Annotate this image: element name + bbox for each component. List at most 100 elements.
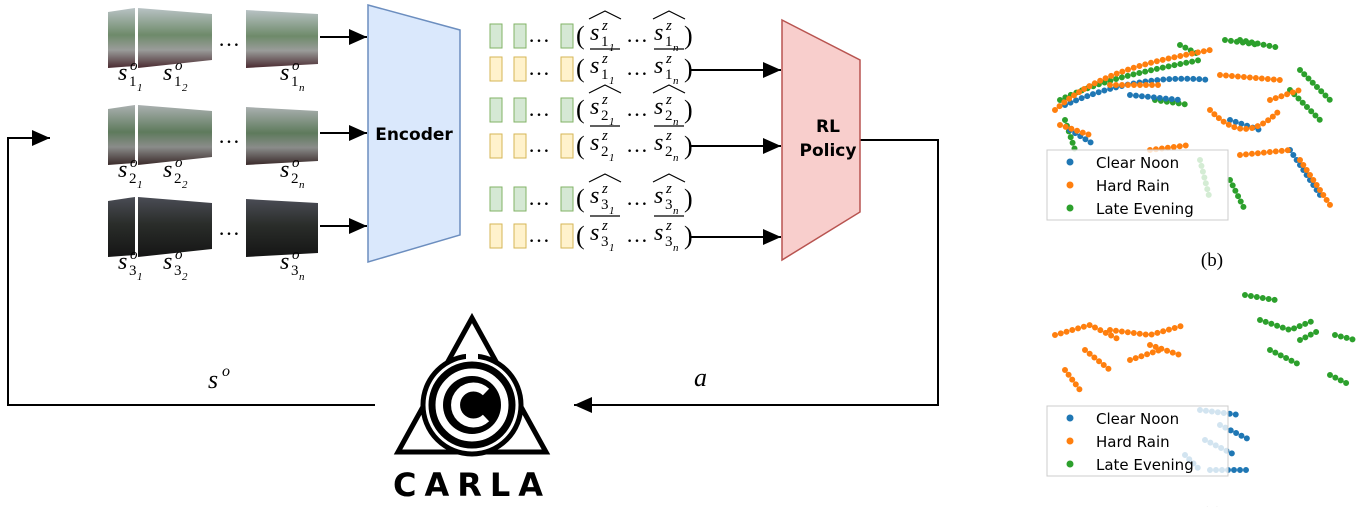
math-sup: o [222, 363, 230, 380]
paren: ( [576, 131, 585, 160]
feature-block [513, 223, 527, 249]
math-base: s [163, 157, 172, 183]
math-sup: o [292, 247, 300, 263]
legend-marker [1066, 437, 1074, 445]
math-base: s [654, 20, 663, 46]
scatter-c [1046, 292, 1358, 477]
carla-logo [393, 312, 551, 457]
caption: (c) [1201, 504, 1222, 507]
math-subsub: n [299, 82, 305, 94]
math-base: s [654, 183, 663, 209]
math-base: s [590, 130, 599, 156]
math-sub: 3 [129, 263, 137, 279]
encoder-label: Encoder [375, 125, 453, 145]
math-base: s [208, 365, 218, 394]
feature-block [560, 56, 574, 82]
caption: (b) [1201, 250, 1223, 271]
math-base: s [118, 249, 127, 275]
ellipsis: … [626, 96, 648, 121]
math-sub: 2 [665, 144, 673, 160]
math-subsub: 2 [182, 271, 188, 283]
math-sub: 3 [665, 234, 673, 250]
paren: ( [576, 54, 585, 83]
feature-block [560, 97, 574, 123]
math-sub: 3 [174, 263, 182, 279]
ellipsis: … [626, 22, 648, 47]
feature-block [513, 23, 527, 49]
feature-block [489, 223, 503, 249]
paren: ( [576, 95, 585, 124]
feature-block [560, 23, 574, 49]
math-sup: z [601, 128, 608, 144]
math-subsub: 1 [609, 75, 615, 87]
paren: ( [576, 221, 585, 250]
math-sup: z [665, 181, 672, 197]
frames [108, 8, 318, 257]
frame [246, 10, 318, 68]
policy-box [781, 18, 861, 262]
math-subsub: 2 [182, 179, 188, 191]
math-subsub: 1 [137, 271, 143, 283]
feature-block [489, 97, 503, 123]
math-sub: 2 [174, 171, 182, 187]
frame [108, 197, 135, 257]
math-base: s [654, 130, 663, 156]
feature-block [513, 97, 527, 123]
hat [588, 10, 622, 20]
paren: ) [684, 21, 693, 50]
frame [108, 8, 135, 68]
ellipsis: … [528, 222, 550, 247]
hat [652, 173, 686, 183]
math-sup: o [292, 155, 300, 171]
legend-marker [1066, 181, 1074, 189]
math-base: s [163, 60, 172, 86]
feature-block [560, 133, 574, 159]
math-base: s [590, 53, 599, 79]
math-sub: 1 [665, 67, 673, 83]
legend-label: Clear Noon [1096, 154, 1179, 172]
frame [138, 197, 212, 257]
hat [588, 173, 622, 183]
ellipsis: … [626, 55, 648, 80]
ellipsis: … [626, 222, 648, 247]
feature-block [560, 186, 574, 212]
math-subsub: 1 [137, 82, 143, 94]
ellipsis: … [218, 26, 240, 51]
math-sub: 2 [665, 108, 673, 124]
frame [138, 105, 212, 165]
math-base: s [590, 183, 599, 209]
encoder-box [367, 4, 461, 264]
math-sub: 1 [601, 34, 609, 50]
math-sub: 2 [601, 108, 609, 124]
ellipsis: … [626, 185, 648, 210]
math-subsub: n [299, 271, 305, 283]
frame [138, 8, 212, 68]
math-base: s [654, 94, 663, 120]
math-sub: 1 [665, 34, 673, 50]
math-subsub: n [673, 116, 679, 128]
paren: ) [684, 54, 693, 83]
math-base: s [118, 60, 127, 86]
math-base: s [590, 94, 599, 120]
math-sup: z [665, 218, 672, 234]
math-subsub: n [673, 242, 679, 254]
paren: ) [684, 95, 693, 124]
feature-block [513, 133, 527, 159]
legend-marker [1066, 204, 1074, 212]
math-sup: z [601, 218, 608, 234]
paren: ) [684, 184, 693, 213]
math-sup: z [601, 51, 608, 67]
hat [588, 84, 622, 94]
ellipsis: … [528, 185, 550, 210]
ellipsis: … [528, 22, 550, 47]
math-subsub: 1 [609, 116, 615, 128]
math-base: s [118, 157, 127, 183]
math-sup: o [175, 247, 183, 263]
feature-block [489, 56, 503, 82]
math-sub: 1 [601, 67, 609, 83]
frame [246, 107, 318, 165]
ellipsis: … [528, 96, 550, 121]
ellipsis: … [218, 215, 240, 240]
legend-marker [1066, 414, 1074, 422]
